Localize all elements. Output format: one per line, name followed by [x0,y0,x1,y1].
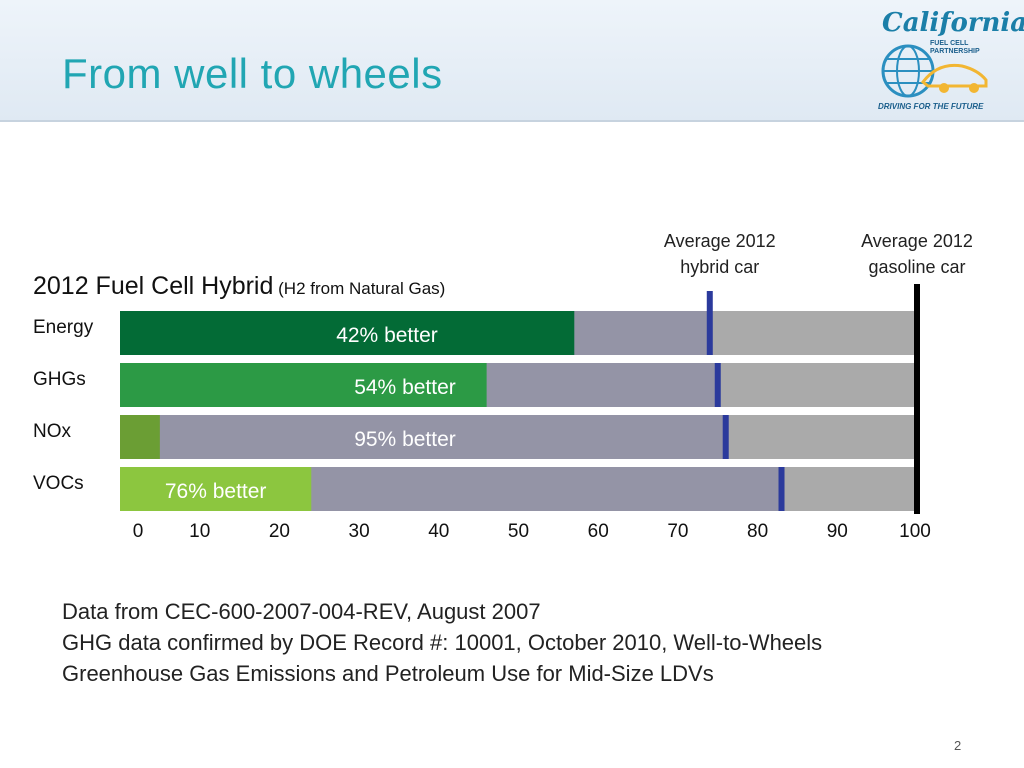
fuel-cell-bar [120,467,312,511]
x-tick-label: 90 [827,521,848,542]
hybrid-marker [706,291,713,355]
hybrid-marker [714,363,721,407]
chart-title: 2012 Fuel Cell Hybrid (H2 from Natural G… [33,272,445,300]
x-tick-label: 0 [133,521,144,542]
slide-header: From well to wheels California FUEL CELL… [0,0,1024,122]
category-label: NOx [33,421,72,442]
x-tick-label: 50 [508,521,529,542]
marker-label-line1: Average 2012 [664,231,776,251]
logo-wordmark: California [882,8,1024,38]
x-tick-label: 40 [428,521,449,542]
x-tick-label: 20 [269,521,290,542]
cafcp-logo: California FUEL CELL PARTNERSHIP DRIVING… [872,6,1024,114]
slide-title: From well to wheels [62,50,443,97]
chart-subtitle: (H2 from Natural Gas) [273,279,445,298]
fuel-cell-bar [120,363,487,407]
x-tick-label: 10 [189,521,210,542]
source-notes: Data from CEC-600-2007-004-REV, August 2… [62,596,822,689]
logo-subtext: FUEL CELL PARTNERSHIP [930,40,980,55]
category-label: Energy [33,317,94,338]
chart-title-main: 2012 Fuel Cell Hybrid [33,272,273,300]
gasoline-marker [914,284,920,514]
x-tick-label: 30 [349,521,370,542]
bar-value-label: 95% better [354,428,456,451]
marker-label-line2: hybrid car [680,257,759,277]
hybrid-marker [722,415,729,459]
bar-value-label: 54% better [354,376,456,399]
hybrid-bar [120,415,726,459]
x-tick-label: 70 [667,521,688,542]
category-label: GHGs [33,369,86,390]
marker-label-line1: Average 2012 [861,231,973,251]
fuel-cell-bar [120,311,575,355]
page-number: 2 [954,738,962,753]
note-line: Data from CEC-600-2007-004-REV, August 2… [62,599,541,624]
category-label: VOCs [33,473,84,494]
note-line: Greenhouse Gas Emissions and Petroleum U… [62,661,714,686]
x-tick-label: 100 [899,521,931,542]
x-tick-label: 80 [747,521,768,542]
fuel-cell-bar [120,415,160,459]
globe-car-icon [881,44,988,98]
logo-tagline: DRIVING FOR THE FUTURE [878,102,984,111]
hybrid-marker [778,467,785,511]
x-tick-label: 60 [588,521,609,542]
emissions-bar-chart: 2012 Fuel Cell Hybrid (H2 from Natural G… [33,231,973,542]
bar-value-label: 76% better [165,480,267,503]
marker-label-line2: gasoline car [868,257,965,277]
note-line: GHG data confirmed by DOE Record #: 1000… [62,630,823,655]
bar-value-label: 42% better [336,324,438,347]
